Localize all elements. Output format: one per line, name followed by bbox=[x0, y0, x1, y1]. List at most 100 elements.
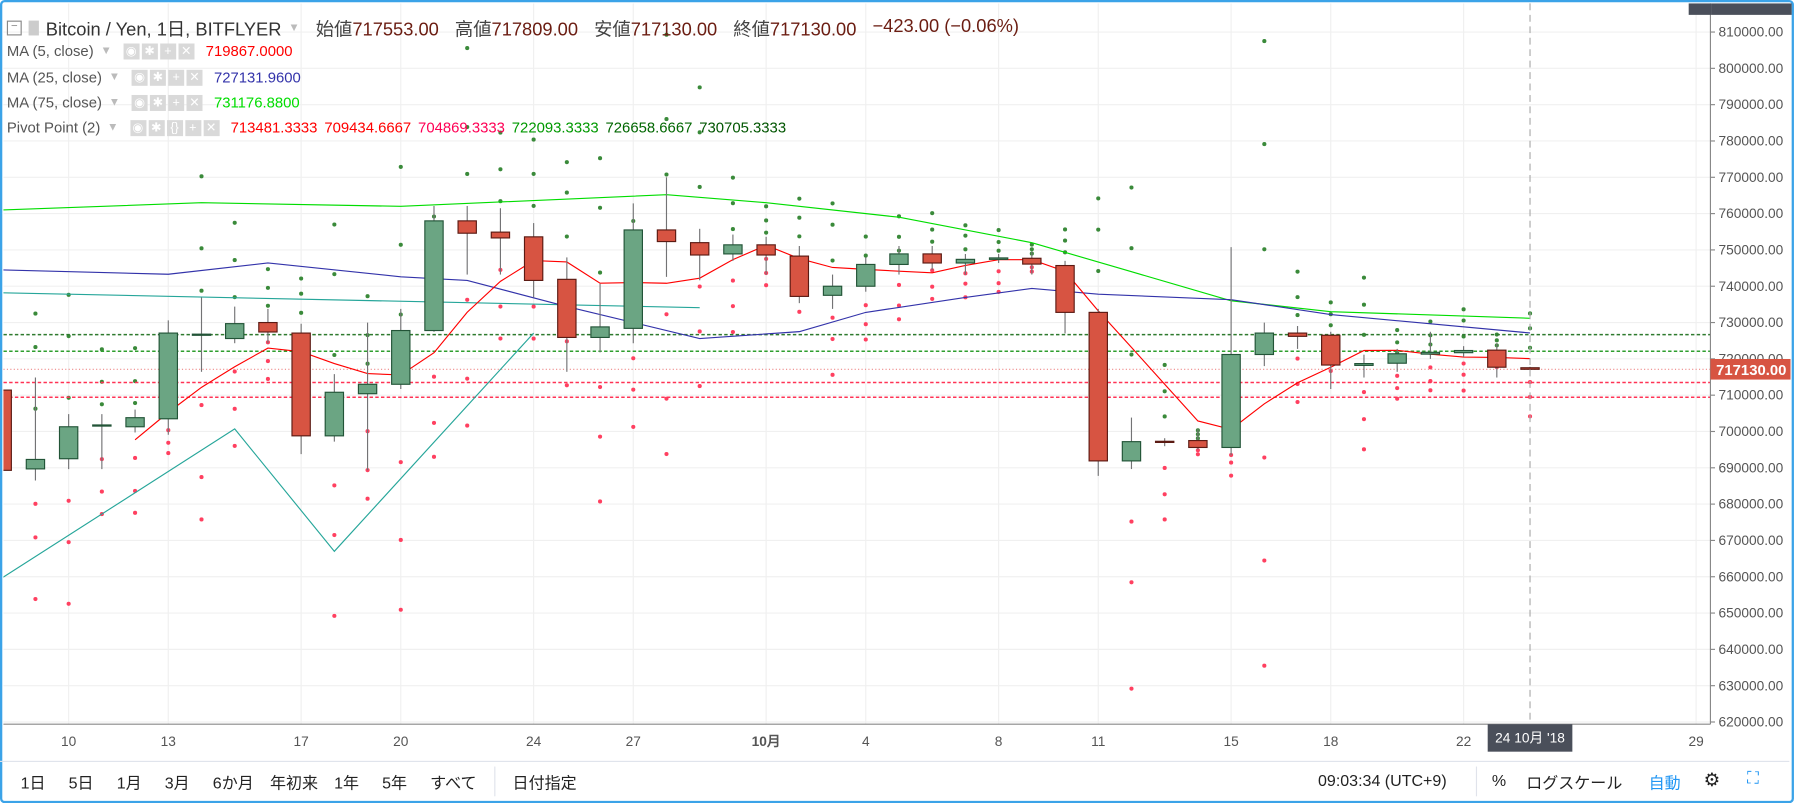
range-button[interactable]: 1月 bbox=[116, 773, 142, 792]
candle[interactable] bbox=[1453, 349, 1474, 354]
gear-icon[interactable]: ✱ bbox=[141, 42, 158, 59]
range-button[interactable]: 年初来 bbox=[270, 773, 319, 792]
log-scale-button[interactable]: ログスケール bbox=[1526, 773, 1623, 792]
source-icon[interactable]: {} bbox=[166, 119, 183, 136]
close-icon[interactable]: ✕ bbox=[186, 94, 203, 111]
chevron-down-icon[interactable]: ▼ bbox=[100, 44, 112, 58]
candle[interactable] bbox=[125, 417, 145, 428]
candle[interactable] bbox=[1254, 332, 1275, 356]
percent-button[interactable]: % bbox=[1491, 771, 1507, 790]
range-button[interactable]: すべて bbox=[430, 773, 477, 792]
pivot-dot bbox=[1229, 460, 1234, 465]
candle[interactable] bbox=[25, 458, 46, 470]
gear-icon[interactable]: ✱ bbox=[148, 119, 165, 136]
candle[interactable] bbox=[1420, 351, 1441, 355]
indicator-name[interactable]: MA (75, close) bbox=[6, 93, 102, 111]
pivot-dot bbox=[199, 475, 204, 480]
candle[interactable] bbox=[822, 285, 843, 296]
candle[interactable] bbox=[1287, 332, 1308, 337]
candle[interactable] bbox=[357, 383, 378, 395]
candle[interactable] bbox=[689, 242, 710, 256]
candle[interactable] bbox=[889, 253, 909, 266]
close-icon[interactable]: ✕ bbox=[186, 69, 203, 86]
candle[interactable] bbox=[922, 253, 942, 264]
chevron-down-icon[interactable]: ▼ bbox=[107, 121, 119, 134]
candle[interactable] bbox=[988, 257, 1009, 260]
chevron-down-icon[interactable]: ▼ bbox=[108, 96, 121, 109]
symbol-title[interactable]: Bitcoin / Yen, 1日, BITFLYER bbox=[45, 20, 282, 41]
indicator-name[interactable]: MA (5, close) bbox=[6, 42, 94, 60]
flag-icon[interactable] bbox=[28, 20, 39, 35]
candle[interactable] bbox=[1154, 440, 1175, 444]
plus-icon[interactable]: + bbox=[168, 69, 185, 86]
range-button[interactable]: 6か月 bbox=[212, 773, 254, 792]
eye-icon[interactable]: ◉ bbox=[129, 119, 146, 136]
candle[interactable] bbox=[1088, 311, 1108, 462]
plot-area[interactable] bbox=[0, 3, 1711, 725]
eye-icon[interactable]: ◉ bbox=[131, 94, 148, 111]
candle[interactable] bbox=[789, 255, 810, 297]
range-button[interactable]: 5年 bbox=[382, 773, 408, 792]
fullscreen-icon[interactable]: ⛶ bbox=[1747, 768, 1760, 789]
candle[interactable] bbox=[92, 424, 112, 427]
auto-scale-button[interactable]: 自動 bbox=[1648, 773, 1681, 792]
candle[interactable] bbox=[324, 391, 345, 437]
candle[interactable] bbox=[58, 426, 79, 460]
candle[interactable] bbox=[1221, 353, 1241, 449]
candle[interactable] bbox=[1487, 349, 1507, 368]
gear-icon[interactable]: ✱ bbox=[149, 69, 166, 86]
eye-icon[interactable]: ◉ bbox=[131, 69, 148, 86]
range-button[interactable]: 5日 bbox=[68, 773, 94, 792]
candle[interactable] bbox=[1055, 264, 1075, 313]
candle[interactable] bbox=[1121, 441, 1142, 462]
close-icon[interactable]: ✕ bbox=[203, 119, 220, 136]
candle[interactable] bbox=[424, 220, 444, 332]
candle[interactable] bbox=[656, 229, 677, 243]
candle[interactable] bbox=[1321, 334, 1341, 366]
candle[interactable] bbox=[1520, 367, 1540, 370]
candle[interactable] bbox=[623, 229, 643, 329]
gear-icon[interactable]: ✱ bbox=[149, 94, 166, 111]
low-value: 717130.00 bbox=[630, 20, 718, 41]
pivot-dot bbox=[365, 294, 370, 299]
indicator-name[interactable]: Pivot Point (2) bbox=[6, 118, 101, 137]
plus-icon[interactable]: + bbox=[159, 42, 176, 59]
candle[interactable] bbox=[1188, 439, 1208, 449]
collapse-icon[interactable]: − bbox=[6, 20, 22, 35]
candle[interactable] bbox=[224, 323, 245, 340]
candle[interactable] bbox=[955, 258, 976, 264]
range-button[interactable]: 3月 bbox=[164, 773, 190, 792]
chevron-down-icon[interactable]: ▼ bbox=[108, 70, 121, 84]
plus-icon[interactable]: + bbox=[184, 119, 201, 136]
candle[interactable] bbox=[291, 332, 311, 437]
clock[interactable]: 09:03:34 (UTC+9) bbox=[1318, 771, 1447, 790]
range-button[interactable]: 1年 bbox=[334, 773, 360, 792]
candle[interactable] bbox=[557, 278, 577, 339]
candle[interactable] bbox=[1022, 257, 1042, 265]
eye-icon[interactable]: ◉ bbox=[123, 42, 140, 59]
candle[interactable] bbox=[523, 236, 544, 281]
chevron-down-icon[interactable]: ▼ bbox=[288, 21, 300, 34]
candle[interactable] bbox=[756, 244, 776, 256]
close-icon[interactable]: ✕ bbox=[178, 42, 195, 59]
gear-icon[interactable]: ⚙ bbox=[1703, 771, 1720, 791]
indicator-name[interactable]: MA (25, close) bbox=[6, 68, 102, 86]
x-tick-label: 22 bbox=[1456, 734, 1471, 749]
candle[interactable] bbox=[258, 321, 278, 333]
date-range-button[interactable]: 日付指定 bbox=[512, 773, 577, 792]
candle[interactable] bbox=[191, 333, 212, 336]
scale-handle[interactable] bbox=[1688, 3, 1712, 15]
range-button[interactable]: 1日 bbox=[20, 773, 46, 792]
candle[interactable] bbox=[158, 332, 179, 420]
candle[interactable] bbox=[457, 220, 477, 234]
candle[interactable] bbox=[856, 263, 876, 287]
candle[interactable] bbox=[490, 231, 511, 239]
candle[interactable] bbox=[1387, 353, 1407, 364]
plus-icon[interactable]: + bbox=[168, 94, 185, 111]
candle[interactable] bbox=[723, 244, 743, 255]
candle[interactable] bbox=[590, 326, 610, 339]
candle[interactable] bbox=[0, 389, 12, 471]
candle[interactable] bbox=[391, 329, 411, 385]
candle[interactable] bbox=[1354, 363, 1374, 366]
